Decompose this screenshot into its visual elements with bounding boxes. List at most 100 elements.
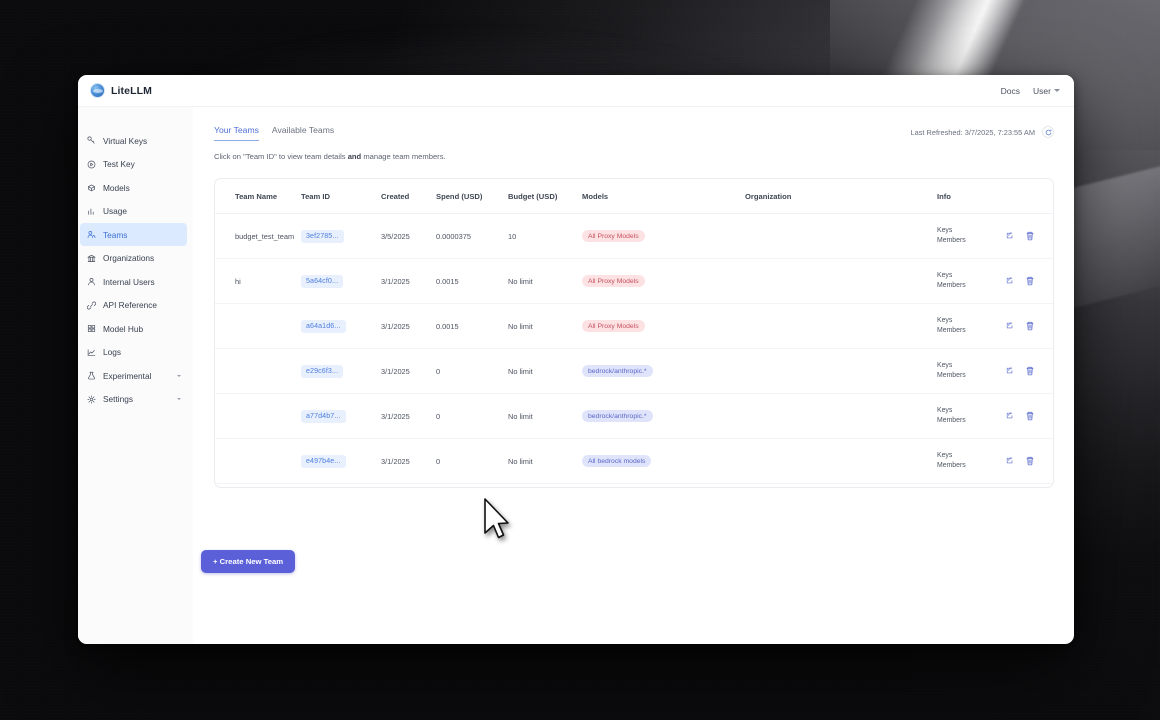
sidebar-item-model-hub[interactable]: Model Hub [80,317,187,340]
hint-prefix: Click on "Team ID" to view team details [214,152,348,161]
sidebar-item-teams[interactable]: Teams [80,223,187,246]
cell-spend: 0.0015 [436,303,508,349]
sidebar-item-virtual-keys[interactable]: Virtual Keys [80,129,187,152]
brand: LiteLLM [90,83,152,98]
cell-models: All Proxy Models [582,213,745,259]
sidebar-item-usage[interactable]: Usage [80,200,187,223]
edit-icon[interactable] [1005,411,1015,421]
sidebar-item-logs[interactable]: Logs [80,341,187,364]
tab-available-teams[interactable]: Available Teams [271,125,335,135]
sidebar-item-organizations[interactable]: Organizations [80,247,187,270]
hint-bold: and [347,152,362,161]
docs-link[interactable]: Docs [1000,85,1021,96]
cell-budget: No limit [508,348,582,394]
cell-models: All bedrock models [582,438,745,484]
table-row: budget_test_team 3ef2785... 3/5/2025 0.0000… [215,213,1053,259]
edit-icon [1006,322,1013,329]
trash-icon[interactable] [1025,456,1035,466]
last-refreshed-label: Last Refreshed: 3/7/2025, 7:23:55 AM [910,127,1036,137]
sidebar-item-test-key[interactable]: Test Key [80,153,187,176]
cell-team-id: e29c6f3... [301,348,381,394]
sidebar-item-experimental[interactable]: Experimental [80,364,187,387]
link-icon [87,301,96,310]
table-header-row: Team Name Team ID Created Spend (USD) Budget… [215,179,1053,214]
row-actions [1005,366,1053,376]
team-id-link[interactable]: 5a64cf0... [301,274,344,288]
sidebar-item-models[interactable]: Models [80,176,187,199]
column-header-models: Models [582,179,745,214]
cell-team-name: hi [215,258,301,304]
column-header-team-name: Team Name [215,179,301,214]
edit-icon [1006,277,1013,284]
gear-icon [87,394,96,404]
cell-budget: No limit [508,483,582,487]
sidebar-item-label: Logs [103,347,121,357]
litellm-app-window: LiteLLM Docs User Virtual Keys Test Key Mo… [78,75,1074,644]
cell-actions [1005,393,1053,439]
team-id-link[interactable]: e497b4e... [301,454,346,468]
cell-models: All Proxy Models [582,303,745,349]
cell-organization [745,393,937,439]
cell-team-name [215,438,301,484]
team-id-link[interactable]: a77d4b7... [301,409,346,423]
brand-name: LiteLLM [111,84,152,97]
cell-organization [745,483,937,487]
info-members: Members [937,237,966,244]
team-id-link[interactable]: 3ef2785... [301,229,344,243]
cell-budget: No limit [508,258,582,304]
team-id-link[interactable]: e29c6f3... [301,364,344,378]
edit-icon[interactable] [1005,231,1015,241]
cell-models: bedrock/anthropic.* [582,348,745,394]
cell-actions [1005,213,1053,259]
sidebar-item-label: Test Key [103,159,135,169]
info-keys: Keys [937,407,953,414]
cell-spend: 0 [436,348,508,394]
cell-actions [1005,348,1053,394]
create-new-team-button[interactable]: + Create New Team [201,550,296,573]
sidebar: Virtual Keys Test Key Models Usage Teams Orga… [78,107,193,644]
user-menu[interactable]: User [1033,86,1060,96]
info-keys: Keys [937,317,953,324]
tab-your-teams[interactable]: Your Teams [214,125,259,141]
chevron-down-icon [177,398,181,400]
trash-icon[interactable] [1025,231,1035,241]
sidebar-item-label: Experimental [103,370,152,381]
trash-icon[interactable] [1025,411,1035,421]
row-actions [1005,231,1053,241]
cell-created: 3/1/2025 [381,483,436,487]
key-icon [87,136,96,145]
cell-models: All Proxy Models [582,258,745,304]
edit-icon[interactable] [1005,456,1015,466]
edit-icon[interactable] [1005,276,1015,286]
chevron-down-icon [177,374,181,377]
table-row: hi 5a64cf0... 3/1/2025 0.0015 No limit All Pr… [215,258,1053,304]
column-header-budget-usd-: Budget (USD) [508,179,582,214]
flask-icon [88,371,95,380]
edit-icon [1006,367,1013,374]
edit-icon[interactable] [1005,321,1015,331]
column-header-info: Info [937,179,1005,214]
cell-actions [1005,258,1053,304]
sidebar-item-internal-users[interactable]: Internal Users [80,270,187,293]
trash-icon[interactable] [1025,321,1035,331]
edit-icon[interactable] [1005,366,1015,376]
model-badge: All Proxy Models [582,275,645,287]
trash-icon[interactable] [1025,276,1035,286]
line-chart-icon [87,348,96,356]
sidebar-item-settings[interactable]: Settings [80,388,187,411]
app-body: Virtual Keys Test Key Models Usage Teams Orga… [78,107,1074,644]
trash-icon[interactable] [1025,366,1035,376]
refresh-button[interactable] [1042,126,1054,138]
cell-organization [745,348,937,394]
table-hint: Click on "Team ID" to view team details … [214,152,1054,161]
grid-icon [87,324,96,333]
cell-team-id: a77d4b7... [301,393,381,439]
team-id-link[interactable]: a64a1d6... [301,319,346,333]
sidebar-item-api-reference[interactable]: API Reference [80,294,187,317]
sidebar-item-label: Organizations [103,253,155,263]
topbar-right: Docs User [1001,86,1060,96]
